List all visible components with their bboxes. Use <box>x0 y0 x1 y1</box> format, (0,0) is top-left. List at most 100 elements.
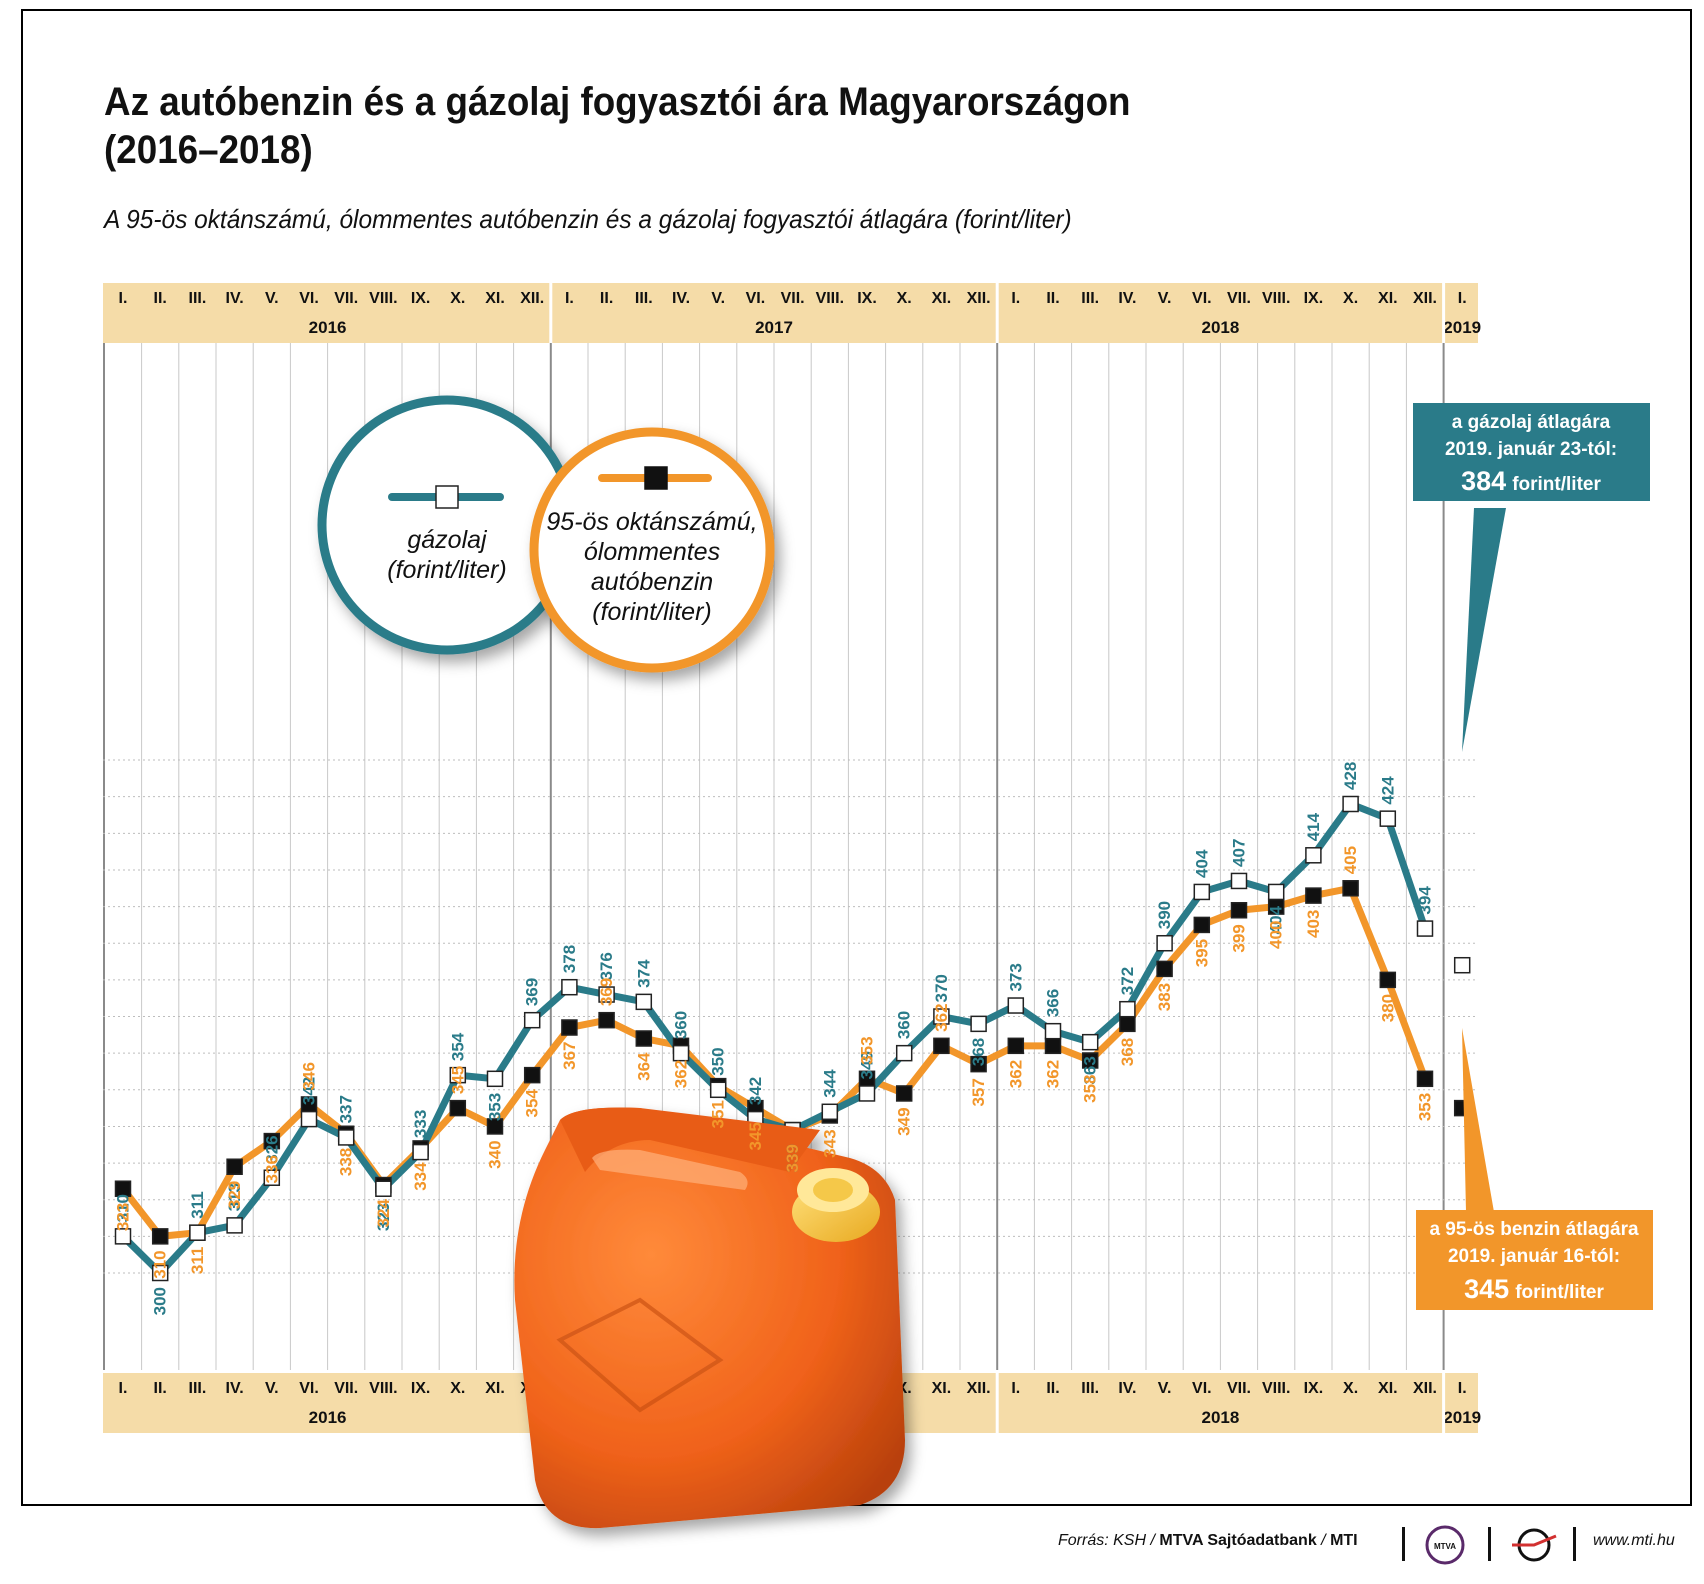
petrol-value-label: 400 <box>1267 921 1286 949</box>
diesel-point <box>1044 1022 1062 1040</box>
legend-petrol-marker <box>644 466 668 490</box>
diesel-point <box>1119 1000 1136 1018</box>
diesel-value-label: 424 <box>1378 776 1397 805</box>
month-label-bottom: X. <box>450 1380 465 1397</box>
month-label-top: V. <box>711 290 725 307</box>
month-label-top: VI. <box>1192 290 1212 307</box>
petrol-callout-pointer <box>1462 1028 1494 1212</box>
month-label-top: XII. <box>520 290 544 307</box>
diesel-value-label: 394 <box>1416 886 1435 915</box>
month-label-bottom: VIII. <box>1262 1380 1290 1397</box>
petrol-value-label: 345 <box>448 1066 467 1094</box>
month-label-top: IX. <box>857 290 877 307</box>
month-label-top: III. <box>189 290 207 307</box>
petrol-callout-line1: a 95-ös benzin átlagára <box>1429 1219 1639 1240</box>
month-label-top: XI. <box>485 290 505 307</box>
legend-petrol-label: autóbenzin <box>591 568 713 596</box>
diesel-callout-box <box>1413 403 1650 501</box>
diesel-value-label: 337 <box>337 1095 356 1123</box>
mti-logo <box>1512 1528 1557 1562</box>
month-label-top: XI. <box>1378 290 1398 307</box>
diesel-point <box>1342 795 1359 813</box>
petrol-value-label: 329 <box>225 1181 244 1209</box>
petrol-value-label: 357 <box>969 1078 988 1106</box>
diesel-point <box>1156 934 1173 952</box>
petrol-value-label: 362 <box>672 1060 691 1088</box>
month-label-bottom: XI. <box>932 1380 952 1397</box>
diesel-point <box>1230 872 1248 890</box>
month-label-top: XII. <box>1413 290 1437 307</box>
petrol-value-label: 345 <box>746 1122 765 1150</box>
month-label-top: X. <box>450 290 465 307</box>
month-label-bottom: XII. <box>967 1380 991 1397</box>
petrol-point <box>970 1055 987 1073</box>
petrol-point <box>1156 960 1173 978</box>
month-label-top: VIII. <box>1262 290 1290 307</box>
jerry-can-handle-base <box>560 1107 820 1172</box>
diesel-value-label: 360 <box>895 1011 914 1039</box>
petrol-value-label: 399 <box>1230 924 1249 952</box>
petrol-value-label: 353 <box>1416 1093 1435 1121</box>
source-separator: / <box>1316 1532 1331 1549</box>
month-label-top: VIII. <box>816 290 844 307</box>
petrol-point <box>1342 880 1359 897</box>
month-label-top: IX. <box>411 290 431 307</box>
month-label-top: V. <box>1158 290 1172 307</box>
month-label-bottom: V. <box>265 1380 279 1397</box>
diesel-point-2019 <box>1453 956 1471 974</box>
month-label-bottom: VIII. <box>369 1380 397 1397</box>
month-label-top: IV. <box>226 290 244 307</box>
petrol-value-label: 346 <box>300 1062 319 1090</box>
petrol-value-label: 324 <box>374 1199 393 1228</box>
petrol-value-label: 364 <box>634 1052 653 1081</box>
petrol-value-label: 353 <box>858 1036 877 1064</box>
month-label-top: II. <box>154 290 167 307</box>
petrol-value-label: 362 <box>1006 1060 1025 1088</box>
month-label-top: V. <box>265 290 279 307</box>
legend-petrol-label: ólommentes <box>584 538 720 566</box>
legend-diesel-marker <box>435 485 459 509</box>
diesel-callout-pointer <box>1462 508 1506 752</box>
petrol-point <box>895 1085 913 1102</box>
legend-diesel-label: gázolaj <box>407 526 488 554</box>
diesel-value-label: 323 <box>374 1203 393 1231</box>
petrol-value-label: 362 <box>932 1003 951 1031</box>
diesel-point <box>486 1070 504 1088</box>
month-label-top: IX. <box>1304 290 1324 307</box>
month-label-top: IV. <box>1118 290 1136 307</box>
month-label-bottom: IV. <box>226 1380 244 1397</box>
petrol-point <box>1379 971 1397 989</box>
month-label-bottom: VI. <box>299 1380 319 1397</box>
diesel-point <box>598 986 615 1003</box>
petrol-value-label: 368 <box>1118 1038 1137 1066</box>
petrol-point <box>1044 1037 1062 1055</box>
petrol-point <box>1081 1052 1099 1069</box>
petrol-value-label: 336 <box>262 1155 281 1183</box>
divider-1 <box>1402 1527 1405 1561</box>
petrol-point <box>486 1118 504 1135</box>
diesel-point <box>933 1008 950 1025</box>
month-label-top: I. <box>1011 290 1020 307</box>
source-note: Forrás: KSH / MTVA Sajtóadatbank / MTI <box>1058 1532 1358 1550</box>
diesel-value-label: 366 <box>1044 989 1063 1017</box>
website-link[interactable]: www.mti.hu <box>1593 1532 1675 1549</box>
diesel-value-label: 414 <box>1304 812 1323 841</box>
petrol-point <box>561 1019 578 1036</box>
diesel-value-label: 369 <box>523 978 542 1006</box>
petrol-point <box>635 1030 653 1047</box>
jerry-can-highlight <box>592 1149 748 1190</box>
legend-diesel-label: (forint/liter) <box>387 556 506 584</box>
month-label-top: X. <box>1343 290 1358 307</box>
month-label-top: XII. <box>967 290 991 307</box>
petrol-callout-line2: 2019. január 16-tól: <box>1448 1246 1620 1267</box>
petrol-value-label: 362 <box>1044 1060 1063 1088</box>
month-label-top: VII. <box>1227 290 1251 307</box>
diesel-point <box>1007 997 1025 1014</box>
month-label-bottom: IV. <box>1118 1380 1136 1397</box>
month-label-bottom: XI. <box>1378 1380 1398 1397</box>
diesel-value-label: 390 <box>1155 901 1174 929</box>
month-label-top: X. <box>897 290 912 307</box>
diesel-value-label: 344 <box>820 1069 839 1098</box>
petrol-value-label: 339 <box>783 1144 802 1172</box>
diesel-value-label: 372 <box>1118 967 1137 995</box>
